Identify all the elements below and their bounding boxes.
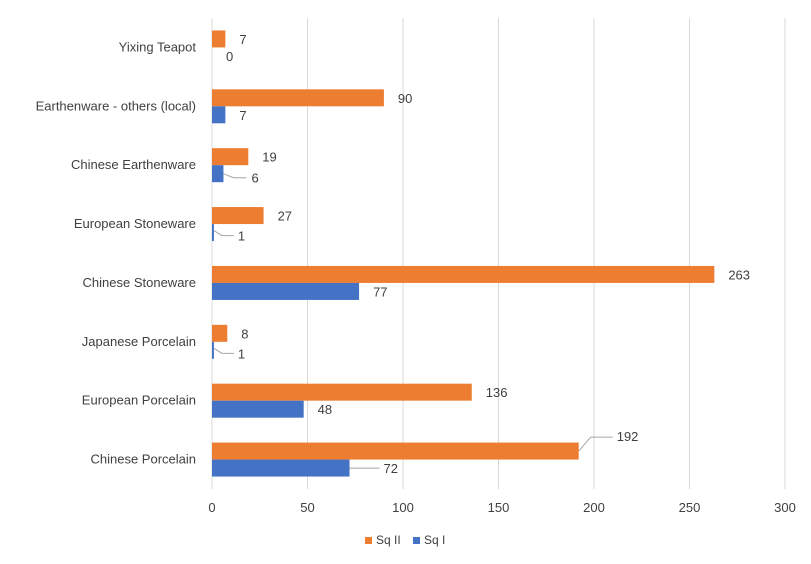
leader-line	[223, 173, 247, 179]
x-tick-label: 50	[300, 500, 314, 515]
legend-swatch	[413, 537, 420, 544]
category-labels: Chinese Porcelain European Porcelain Japan…	[36, 39, 197, 466]
legend-label: Sq I	[424, 533, 445, 547]
bar-sq-ii	[212, 442, 579, 460]
leader-line	[213, 230, 234, 237]
bar-sq-ii	[212, 324, 228, 342]
x-tick-label: 250	[679, 500, 701, 515]
legend-swatch	[365, 537, 372, 544]
data-label-sq-ii: 8	[241, 326, 248, 341]
category-label: European Stoneware	[74, 216, 196, 231]
bar-sq-i	[212, 224, 214, 242]
x-tick-label: 150	[488, 500, 510, 515]
grid	[211, 18, 786, 489]
data-label-sq-i: 1	[238, 229, 245, 244]
bar-sq-ii	[212, 148, 249, 166]
data-label-sq-i: 48	[318, 402, 332, 417]
category-label: Japanese Porcelain	[82, 334, 196, 349]
bar-sq-i	[212, 106, 226, 124]
tick-labels: 0 50 100 150 200 250 300	[208, 500, 795, 515]
leader-line	[213, 347, 234, 354]
bars	[212, 30, 715, 477]
bar-sq-ii	[212, 30, 226, 48]
category-label: Yixing Teapot	[119, 39, 197, 54]
bar-sq-ii	[212, 207, 264, 225]
x-tick-label: 200	[583, 500, 605, 515]
data-label-sq-i: 6	[251, 171, 258, 186]
bar-sq-i	[212, 282, 360, 300]
bar-sq-ii	[212, 89, 384, 107]
bar-sq-i	[212, 459, 350, 477]
legend-label: Sq II	[376, 533, 401, 547]
data-label-sq-ii: 90	[398, 91, 412, 106]
data-label-sq-ii: 136	[486, 385, 508, 400]
x-tick-label: 300	[774, 500, 796, 515]
bar-sq-ii	[212, 383, 472, 401]
x-tick-label: 0	[208, 500, 215, 515]
leader-line	[578, 436, 613, 452]
bar-sq-ii	[212, 265, 715, 283]
bar-sq-i	[212, 165, 224, 183]
data-label-sq-ii: 192	[617, 429, 639, 444]
category-label: Chinese Earthenware	[71, 157, 196, 172]
data-label-sq-ii: 7	[239, 32, 246, 47]
category-label: Earthenware - others (local)	[36, 98, 196, 113]
data-label-sq-ii: 27	[278, 209, 292, 224]
data-label-sq-i: 0	[226, 49, 233, 64]
data-label-sq-i: 1	[238, 346, 245, 361]
bar-sq-i	[212, 341, 214, 359]
bar-sq-i	[212, 400, 304, 418]
x-tick-label: 100	[392, 500, 414, 515]
legend: Sq II Sq I	[365, 533, 445, 547]
data-label-sq-ii: 19	[262, 150, 276, 165]
data-label-sq-i: 77	[373, 284, 387, 299]
category-label: Chinese Stoneware	[83, 275, 196, 290]
data-label-sq-ii: 263	[728, 267, 750, 282]
category-label: Chinese Porcelain	[90, 452, 196, 467]
data-label-sq-i: 7	[239, 108, 246, 123]
data-label-sq-i: 72	[384, 461, 398, 476]
category-label: European Porcelain	[82, 393, 196, 408]
